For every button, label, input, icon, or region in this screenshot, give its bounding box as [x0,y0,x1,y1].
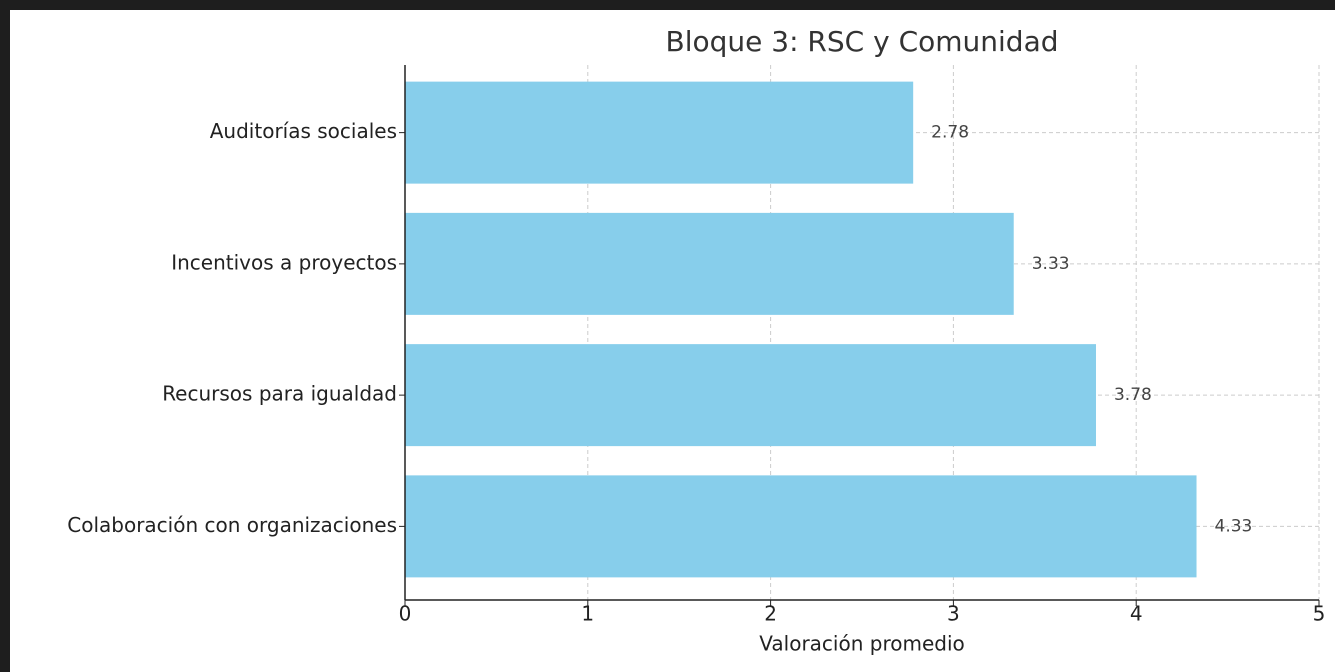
y-tick-label: Colaboración con organizaciones [67,513,397,537]
data-label: 3.33 [1032,254,1070,274]
y-tick-label: Recursos para igualdad [162,382,397,406]
x-tick-label: 1 [581,602,594,626]
data-label: 4.33 [1215,516,1253,536]
y-tick-label: Incentivos a proyectos [171,250,397,274]
data-label: 3.78 [1114,385,1152,405]
x-axis-label: Valoración promedio [759,632,964,656]
bar [405,344,1096,447]
y-tick-label: Auditorías sociales [210,119,397,143]
x-tick-label: 4 [1130,602,1143,626]
x-tick-label: 0 [399,602,412,626]
x-tick-label: 3 [947,602,960,626]
bar [405,212,1014,315]
bar [405,81,914,184]
x-tick-label: 2 [764,602,777,626]
data-label: 2.78 [931,123,969,143]
chart-title: Bloque 3: RSC y Comunidad [666,25,1059,58]
x-tick-label: 5 [1313,602,1326,626]
bar [405,475,1197,578]
